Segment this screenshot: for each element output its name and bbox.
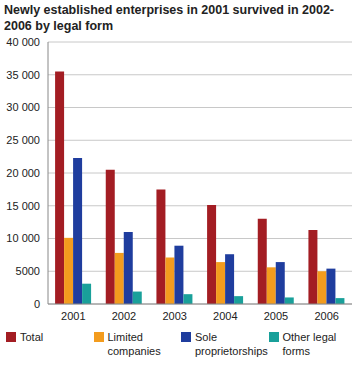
html-text:Limited companies: Limited companies bbox=[107, 331, 161, 357]
html-text:Newly established enterprises: Newly established enterprises in 2001 su… bbox=[4, 3, 334, 33]
svg-text:2005: 2005 bbox=[264, 310, 288, 322]
svg-text:0: 0 bbox=[34, 298, 40, 310]
svg-text:35 000: 35 000 bbox=[8, 69, 40, 81]
svg-text:2003: 2003 bbox=[162, 310, 186, 322]
svg-text:25 000: 25 000 bbox=[8, 134, 40, 146]
svg-text:5000: 5000 bbox=[16, 265, 40, 277]
svg-text:20 000: 20 000 bbox=[8, 167, 40, 179]
svg-text:2006: 2006 bbox=[314, 310, 338, 322]
svg-text:2001: 2001 bbox=[61, 310, 85, 322]
svg-text:2002: 2002 bbox=[112, 310, 136, 322]
html-text:Total: Total bbox=[20, 331, 44, 343]
svg-text:15 000: 15 000 bbox=[8, 200, 40, 212]
svg-text:40 000: 40 000 bbox=[8, 36, 40, 48]
html-text:Other legal forms: Other legal forms bbox=[282, 331, 337, 357]
svg-text:30 000: 30 000 bbox=[8, 101, 40, 113]
svg-text:10 000: 10 000 bbox=[8, 232, 40, 244]
svg-text:2004: 2004 bbox=[213, 310, 237, 322]
html-text:Sole proprietorships: Sole proprietorships bbox=[195, 331, 268, 357]
